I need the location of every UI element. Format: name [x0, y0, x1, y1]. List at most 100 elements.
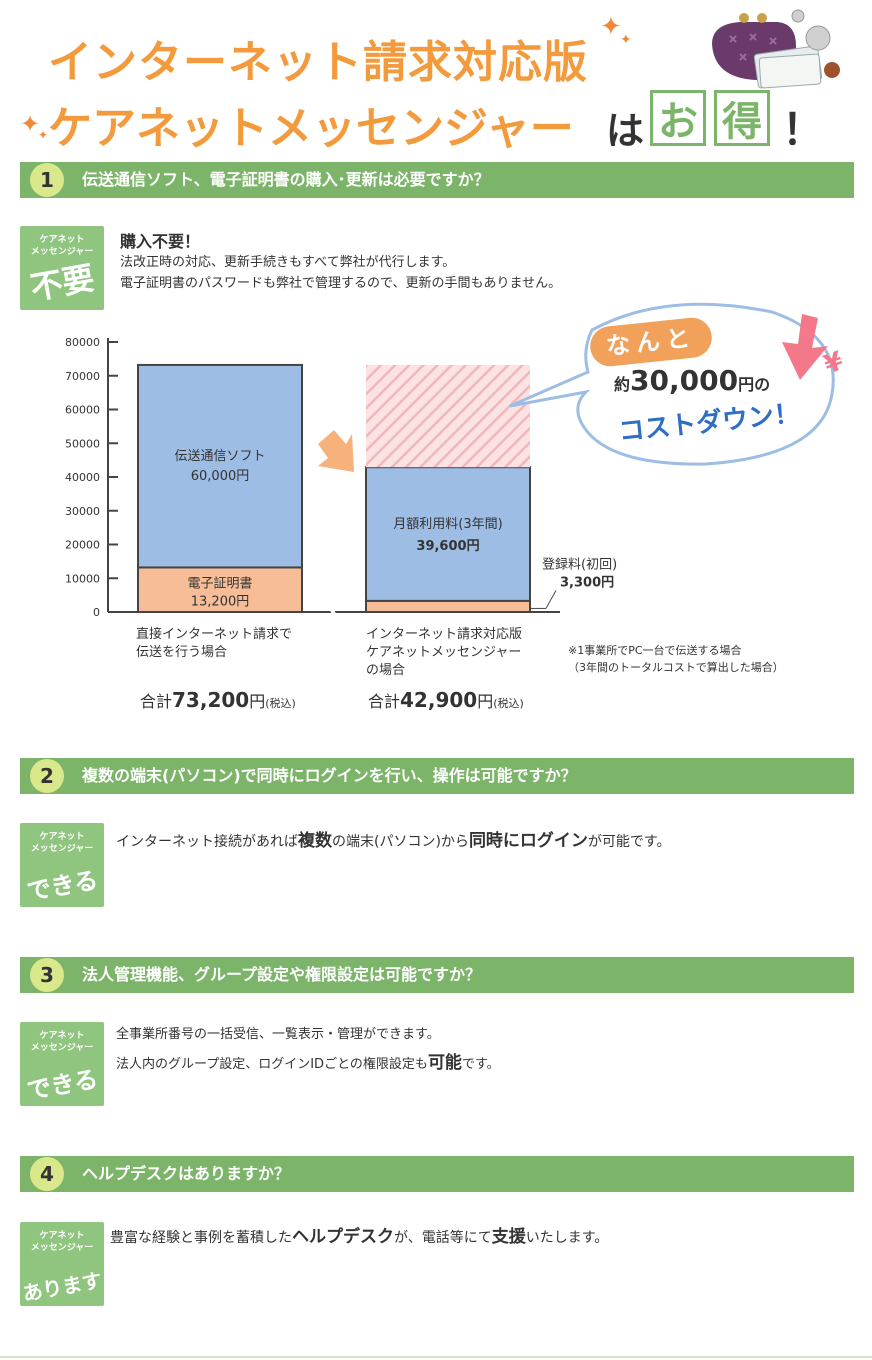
- bar-value-label: 3,300円: [560, 575, 614, 590]
- bar-label: 登録料(初回): [542, 557, 617, 572]
- title-exclamation: ！: [782, 105, 825, 154]
- total-direct: 合計73,200円(税込): [140, 688, 296, 712]
- section-number: 3: [30, 958, 64, 992]
- text-emphasis: ヘルプデスク: [292, 1227, 394, 1247]
- badge-label: メッセンジャー: [30, 844, 94, 854]
- total-value: 42,900: [400, 688, 478, 712]
- sparkle-icon: ✦: [38, 128, 49, 142]
- y-tick-label: 50000: [65, 437, 100, 450]
- section-4-header: 4 ヘルプデスクはありますか？: [20, 1156, 854, 1192]
- badge-dekiru: ケアネット メッセンジャー できる: [20, 823, 104, 907]
- badge-fuyou: ケアネット メッセンジャー 不要: [20, 226, 104, 310]
- category-label-line: ケアネットメッセンジャー: [366, 645, 522, 660]
- category-label-caremessenger: インターネット請求対応版 ケアネットメッセンジャー の場合: [366, 626, 522, 680]
- y-tick-label: 40000: [65, 471, 100, 484]
- badge-main-text: 不要: [27, 258, 98, 308]
- section-1-heading: 購入不要！: [120, 232, 201, 251]
- total-prefix: 合計: [368, 692, 401, 711]
- bar-value-label: 13,200円: [191, 595, 250, 610]
- text-part: が可能です。: [587, 834, 671, 850]
- section-3-header: 3 法人管理機能、グループ設定や権限設定は可能ですか？: [20, 957, 854, 993]
- section-3-line: 全事業所番号の一括受信、一覧表示・管理ができます。: [116, 1027, 440, 1042]
- page-title-line1: インターネット請求対応版: [48, 37, 588, 88]
- badge-label: メッセンジャー: [30, 1243, 94, 1253]
- y-tick-label: 60000: [65, 404, 100, 417]
- bubble-prefix: 約: [614, 375, 631, 394]
- total-tax: (税込): [265, 697, 296, 710]
- section-1-line: 電子証明書のパスワードも弊社で管理するので、更新の手間もありません。: [120, 276, 562, 291]
- badge-main-text: できる: [24, 865, 101, 906]
- badge-label: ケアネット: [39, 1031, 85, 1041]
- bar-segment: [366, 364, 530, 468]
- text-part: いたします。: [525, 1230, 609, 1246]
- otoku-box-o: お: [650, 90, 706, 146]
- chart-note-line: ※1事業所でPC一台で伝送する場合: [568, 644, 742, 657]
- total-tax: (税込): [493, 697, 524, 710]
- y-tick-label: 20000: [65, 539, 100, 552]
- section-number: 2: [30, 759, 64, 793]
- bubble-amount: 30,000: [630, 364, 739, 397]
- callout-line: [545, 590, 557, 609]
- axis-break: [328, 605, 338, 619]
- otoku-box-toku: 得: [714, 90, 770, 146]
- section-1-line: 法改正時の対応、更新手続きもすべて弊社が代行します。: [120, 255, 456, 270]
- section-question: 法人管理機能、グループ設定や権限設定は可能ですか？: [82, 965, 482, 984]
- bubble-amount-line: 約30,000円の: [614, 364, 770, 397]
- total-value: 73,200: [172, 688, 250, 712]
- badge-label: ケアネット: [39, 1231, 85, 1241]
- category-label-line: インターネット請求対応版: [366, 627, 523, 642]
- footer-divider: [0, 1356, 872, 1358]
- bar-label: 月額利用料(3年間): [393, 517, 502, 532]
- text-part: の端末(パソコン)から: [332, 834, 469, 850]
- section-1-header: 1 伝送通信ソフト、電子証明書の購入･更新は必要ですか？: [20, 162, 854, 198]
- category-label-line: の場合: [366, 663, 406, 678]
- text-emphasis: 同時にログイン: [468, 831, 588, 851]
- cost-comparison-chart: 0 10000 20000 30000 40000 50000 60000 70000 8000…: [65, 336, 617, 619]
- bar-label: 電子証明書: [187, 577, 252, 592]
- text-part: です。: [461, 1057, 500, 1072]
- bubble-unit: 円の: [738, 375, 771, 394]
- text-emphasis: 支援: [491, 1227, 526, 1247]
- total-suffix: 円: [477, 692, 494, 711]
- sparkle-icon: ✦: [600, 12, 622, 42]
- y-tick-label: 30000: [65, 505, 100, 518]
- category-label-line: 直接インターネット請求で: [136, 627, 293, 642]
- arrow-icon: [318, 430, 354, 472]
- bar-label: 伝送通信ソフト: [174, 449, 265, 464]
- badge-dekiru: ケアネットメッセンジャー できる: [20, 1022, 104, 1106]
- badge-label: メッセンジャー: [30, 247, 94, 257]
- section-number: 1: [30, 163, 64, 197]
- section-3-line: 法人内のグループ設定、ログインIDごとの権限設定も可能です。: [116, 1048, 500, 1073]
- purse-money-illustration: [712, 9, 840, 89]
- section-question: ヘルプデスクはありますか？: [82, 1164, 291, 1183]
- chart-note-line: （3年間のトータルコストで算出した場合）: [568, 661, 784, 674]
- text-part: インターネット接続があれば: [116, 834, 298, 850]
- category-label-line: 伝送を行う場合: [136, 645, 228, 660]
- y-tick-label: 80000: [65, 336, 100, 349]
- badge-label: メッセンジャー: [30, 1043, 94, 1053]
- bar-segment: [365, 466, 531, 602]
- y-tick-label: 10000: [65, 572, 100, 585]
- chart-note: ※1事業所でPC一台で伝送する場合 （3年間のトータルコストで算出した場合）: [568, 642, 784, 676]
- sparkle-icon: ✦: [20, 110, 41, 138]
- total-suffix: 円: [249, 692, 266, 711]
- badge-main-text: あります: [20, 1268, 104, 1306]
- page-title-line2: ケアネットメッセンジャー: [48, 103, 574, 154]
- title-ha: は: [606, 109, 645, 153]
- text-emphasis: 可能: [427, 1053, 462, 1073]
- section-2-header: 2 複数の端末(パソコン)で同時にログインを行い、操作は可能ですか？: [20, 758, 854, 794]
- total-prefix: 合計: [140, 692, 173, 711]
- bar-segment: [365, 599, 531, 613]
- section-question: 伝送通信ソフト、電子証明書の購入･更新は必要ですか？: [82, 170, 490, 189]
- y-tick-label: 70000: [65, 370, 100, 383]
- sparkle-icon: ✦: [620, 32, 632, 48]
- total-caremessenger: 合計42,900円(税込): [368, 688, 524, 712]
- section-number: 4: [30, 1157, 64, 1191]
- badge-arimasu: ケアネットメッセンジャー あります: [20, 1222, 104, 1306]
- bar-segment: [137, 363, 303, 569]
- section-4-text: 豊富な経験と事例を蓄積したヘルプデスクが、電話等にて支援いたします。: [110, 1222, 608, 1247]
- text-part: が、電話等にて: [394, 1230, 492, 1246]
- badge-main-text: できる: [24, 1064, 101, 1105]
- bar-value-label: 39,600円: [416, 539, 479, 554]
- bar-value-label: 60,000円: [191, 469, 250, 484]
